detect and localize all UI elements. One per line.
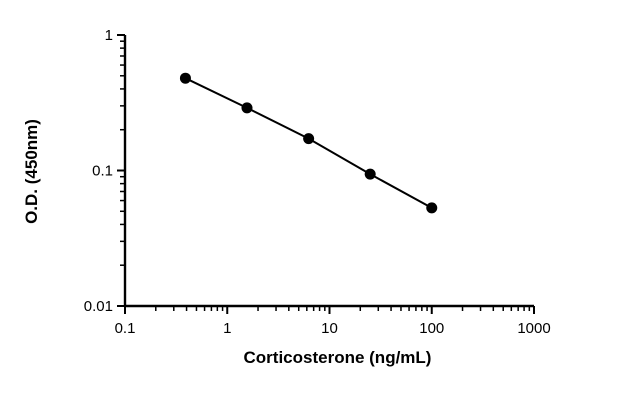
y-ticks: 0.01 0.1 1 [84, 27, 125, 315]
y-tick-label: 0.01 [84, 298, 113, 315]
y-tick-label: 1 [105, 27, 113, 44]
x-tick-label: 100 [419, 320, 444, 337]
plot-series [179, 72, 438, 214]
y-axis-title: O.D. (450nm) [22, 119, 41, 224]
x-axis: 0.1 1 10 100 1000 [115, 304, 551, 337]
data-point [303, 133, 315, 145]
x-ticks: 0.1 1 10 100 1000 [115, 306, 551, 337]
x-axis-title: Corticosterone (ng/mL) [244, 348, 432, 367]
data-point [364, 168, 376, 180]
y-axis: 0.01 0.1 1 [84, 27, 127, 315]
y-tick-label: 0.1 [92, 163, 113, 180]
data-point [179, 72, 191, 84]
x-tick-label: 1000 [517, 320, 550, 337]
data-point [426, 202, 438, 214]
x-tick-label: 1 [223, 320, 231, 337]
x-tick-label: 10 [321, 320, 338, 337]
data-point [241, 102, 253, 114]
x-tick-label: 0.1 [115, 320, 136, 337]
